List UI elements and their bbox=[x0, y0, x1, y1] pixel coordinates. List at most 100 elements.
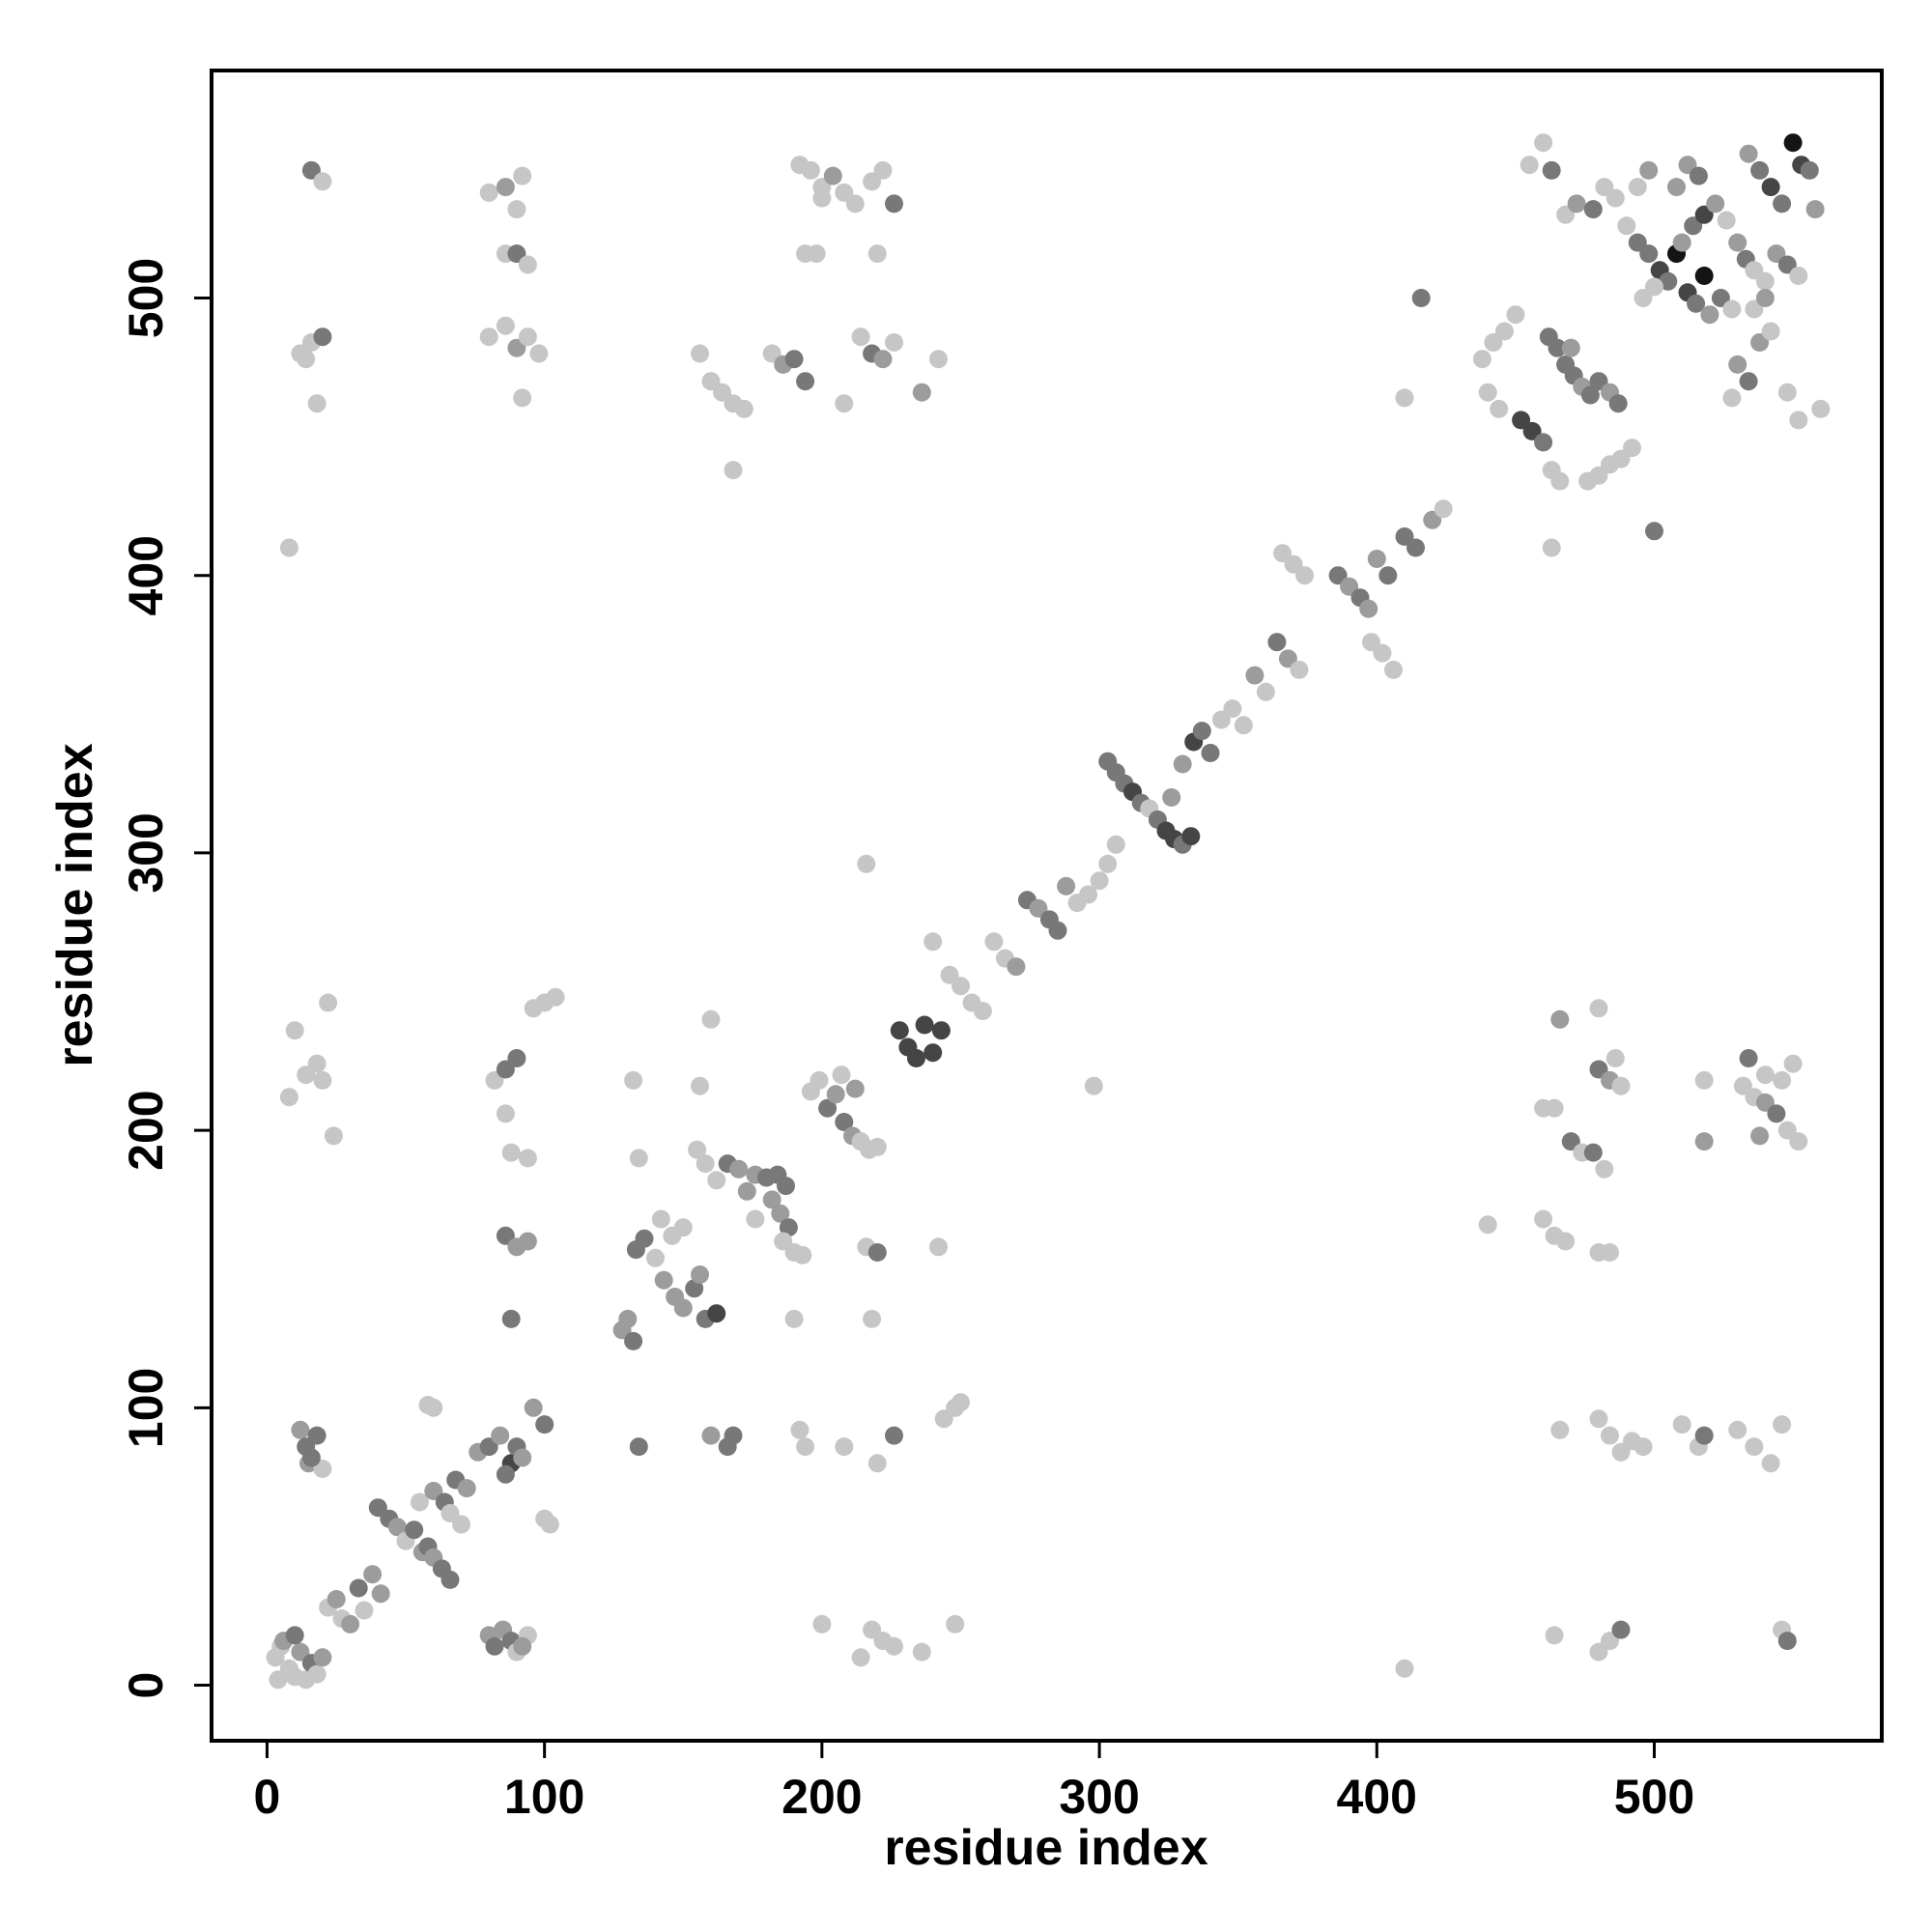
contact-point-252 bbox=[1634, 289, 1653, 307]
contact-point-169 bbox=[1434, 499, 1453, 519]
contact-point-352 bbox=[812, 1614, 832, 1634]
contact-point-193 bbox=[1589, 466, 1608, 485]
contact-point-30 bbox=[410, 1492, 429, 1512]
contact-point-215 bbox=[1687, 294, 1706, 313]
contact-point-236 bbox=[1750, 160, 1770, 180]
contact-point-286 bbox=[835, 183, 854, 202]
contact-point-106 bbox=[890, 1021, 909, 1040]
contact-point-290 bbox=[812, 188, 832, 208]
contact-point-263 bbox=[307, 394, 327, 413]
contact-point-246 bbox=[1761, 322, 1780, 341]
y-axis-title: residue index bbox=[47, 743, 103, 1066]
x-tick-label-300: 300 bbox=[1059, 1770, 1139, 1824]
contact-point-113 bbox=[952, 977, 970, 996]
contact-point-162 bbox=[1378, 566, 1398, 585]
contact-point-160 bbox=[1359, 599, 1378, 618]
contact-point-312 bbox=[319, 993, 338, 1012]
contact-point-71 bbox=[673, 1298, 693, 1318]
contact-point-150 bbox=[1256, 682, 1275, 701]
contact-point-340 bbox=[629, 1437, 648, 1457]
contact-point-171 bbox=[1395, 388, 1414, 408]
contact-point-189 bbox=[1589, 372, 1608, 391]
contact-point-174 bbox=[1494, 322, 1514, 341]
contact-point-313 bbox=[324, 1126, 343, 1146]
x-axis: 0 100 200 300 400 500 bbox=[254, 1741, 1694, 1824]
contact-point-275 bbox=[518, 327, 537, 347]
contact-point-218 bbox=[1711, 289, 1730, 307]
contact-point-409 bbox=[1750, 1126, 1770, 1146]
contact-point-127 bbox=[1090, 871, 1109, 891]
contact-point-347 bbox=[867, 1454, 887, 1473]
x-axis-title: residue index bbox=[884, 1820, 1208, 1876]
contact-point-217 bbox=[1700, 305, 1719, 325]
contact-point-154 bbox=[1273, 544, 1293, 563]
contact-point-79 bbox=[688, 1140, 707, 1159]
y-tick-label-500: 500 bbox=[119, 258, 173, 338]
contact-point-208 bbox=[1617, 216, 1636, 236]
contact-point-407 bbox=[1773, 1070, 1792, 1090]
contact-point-77 bbox=[673, 1218, 693, 1237]
contact-point-293 bbox=[885, 194, 903, 213]
contact-point-405 bbox=[1739, 1049, 1758, 1067]
contact-point-184 bbox=[1548, 338, 1567, 357]
contact-point-401 bbox=[1755, 1093, 1775, 1112]
contact-point-358 bbox=[946, 1614, 965, 1634]
contact-point-44 bbox=[524, 1398, 543, 1417]
contact-point-317 bbox=[507, 1049, 526, 1067]
contact-point-228 bbox=[1728, 233, 1747, 252]
contact-point-319 bbox=[501, 1143, 521, 1162]
contact-point-300 bbox=[929, 350, 948, 369]
contact-point-199 bbox=[1645, 522, 1663, 541]
contact-point-264 bbox=[297, 350, 316, 369]
contact-point-343 bbox=[724, 1426, 743, 1445]
contact-point-295 bbox=[851, 327, 870, 347]
contact-point-238 bbox=[1773, 194, 1792, 213]
contact-point-94 bbox=[793, 1245, 812, 1264]
contact-point-11 bbox=[313, 1648, 332, 1667]
contact-point-298 bbox=[885, 333, 903, 352]
contact-point-310 bbox=[307, 1054, 327, 1073]
contact-point-276 bbox=[529, 344, 549, 363]
contact-point-289 bbox=[807, 244, 826, 264]
contact-point-283 bbox=[801, 160, 820, 180]
contact-point-90 bbox=[779, 1218, 798, 1237]
contact-point-5 bbox=[291, 1642, 310, 1662]
contact-point-225 bbox=[1667, 178, 1686, 197]
contact-point-328 bbox=[624, 1070, 643, 1090]
contact-point-147 bbox=[1223, 699, 1242, 719]
contact-point-119 bbox=[1007, 957, 1026, 977]
contact-point-99 bbox=[835, 1113, 854, 1131]
contact-point-396 bbox=[1605, 1049, 1625, 1067]
contact-point-68 bbox=[646, 1248, 665, 1267]
contact-point-339 bbox=[1084, 1076, 1103, 1095]
contact-point-39 bbox=[491, 1426, 510, 1445]
contact-point-13 bbox=[327, 1590, 346, 1608]
contact-point-124 bbox=[1057, 876, 1076, 895]
contact-point-47 bbox=[424, 1398, 443, 1417]
contact-point-108 bbox=[907, 1049, 925, 1067]
contact-point-390 bbox=[1583, 1143, 1603, 1162]
contact-point-22 bbox=[387, 1518, 407, 1537]
contact-point-384 bbox=[1601, 1243, 1619, 1262]
contact-point-271 bbox=[518, 255, 537, 274]
contact-point-397 bbox=[1694, 1070, 1714, 1090]
contact-point-88 bbox=[777, 1177, 795, 1196]
contact-point-49 bbox=[540, 1515, 559, 1534]
contact-point-329 bbox=[629, 1149, 648, 1168]
contact-point-188 bbox=[1580, 385, 1600, 405]
contact-point-404 bbox=[1789, 1132, 1808, 1151]
contact-point-157 bbox=[1328, 566, 1348, 585]
contact-point-110 bbox=[923, 1043, 943, 1063]
x-tick-label-500: 500 bbox=[1614, 1770, 1694, 1824]
contact-point-242 bbox=[1805, 200, 1825, 219]
contact-point-230 bbox=[1745, 261, 1764, 280]
contact-point-197 bbox=[1561, 338, 1580, 357]
contact-point-327 bbox=[501, 1309, 521, 1328]
contact-point-198 bbox=[1542, 538, 1561, 557]
contact-point-372 bbox=[1672, 1415, 1691, 1435]
contact-point-408 bbox=[1783, 1054, 1803, 1073]
contact-point-243 bbox=[1728, 355, 1747, 374]
contact-point-250 bbox=[1722, 388, 1742, 408]
contact-point-55 bbox=[301, 1448, 321, 1467]
contact-point-332 bbox=[746, 1209, 765, 1229]
